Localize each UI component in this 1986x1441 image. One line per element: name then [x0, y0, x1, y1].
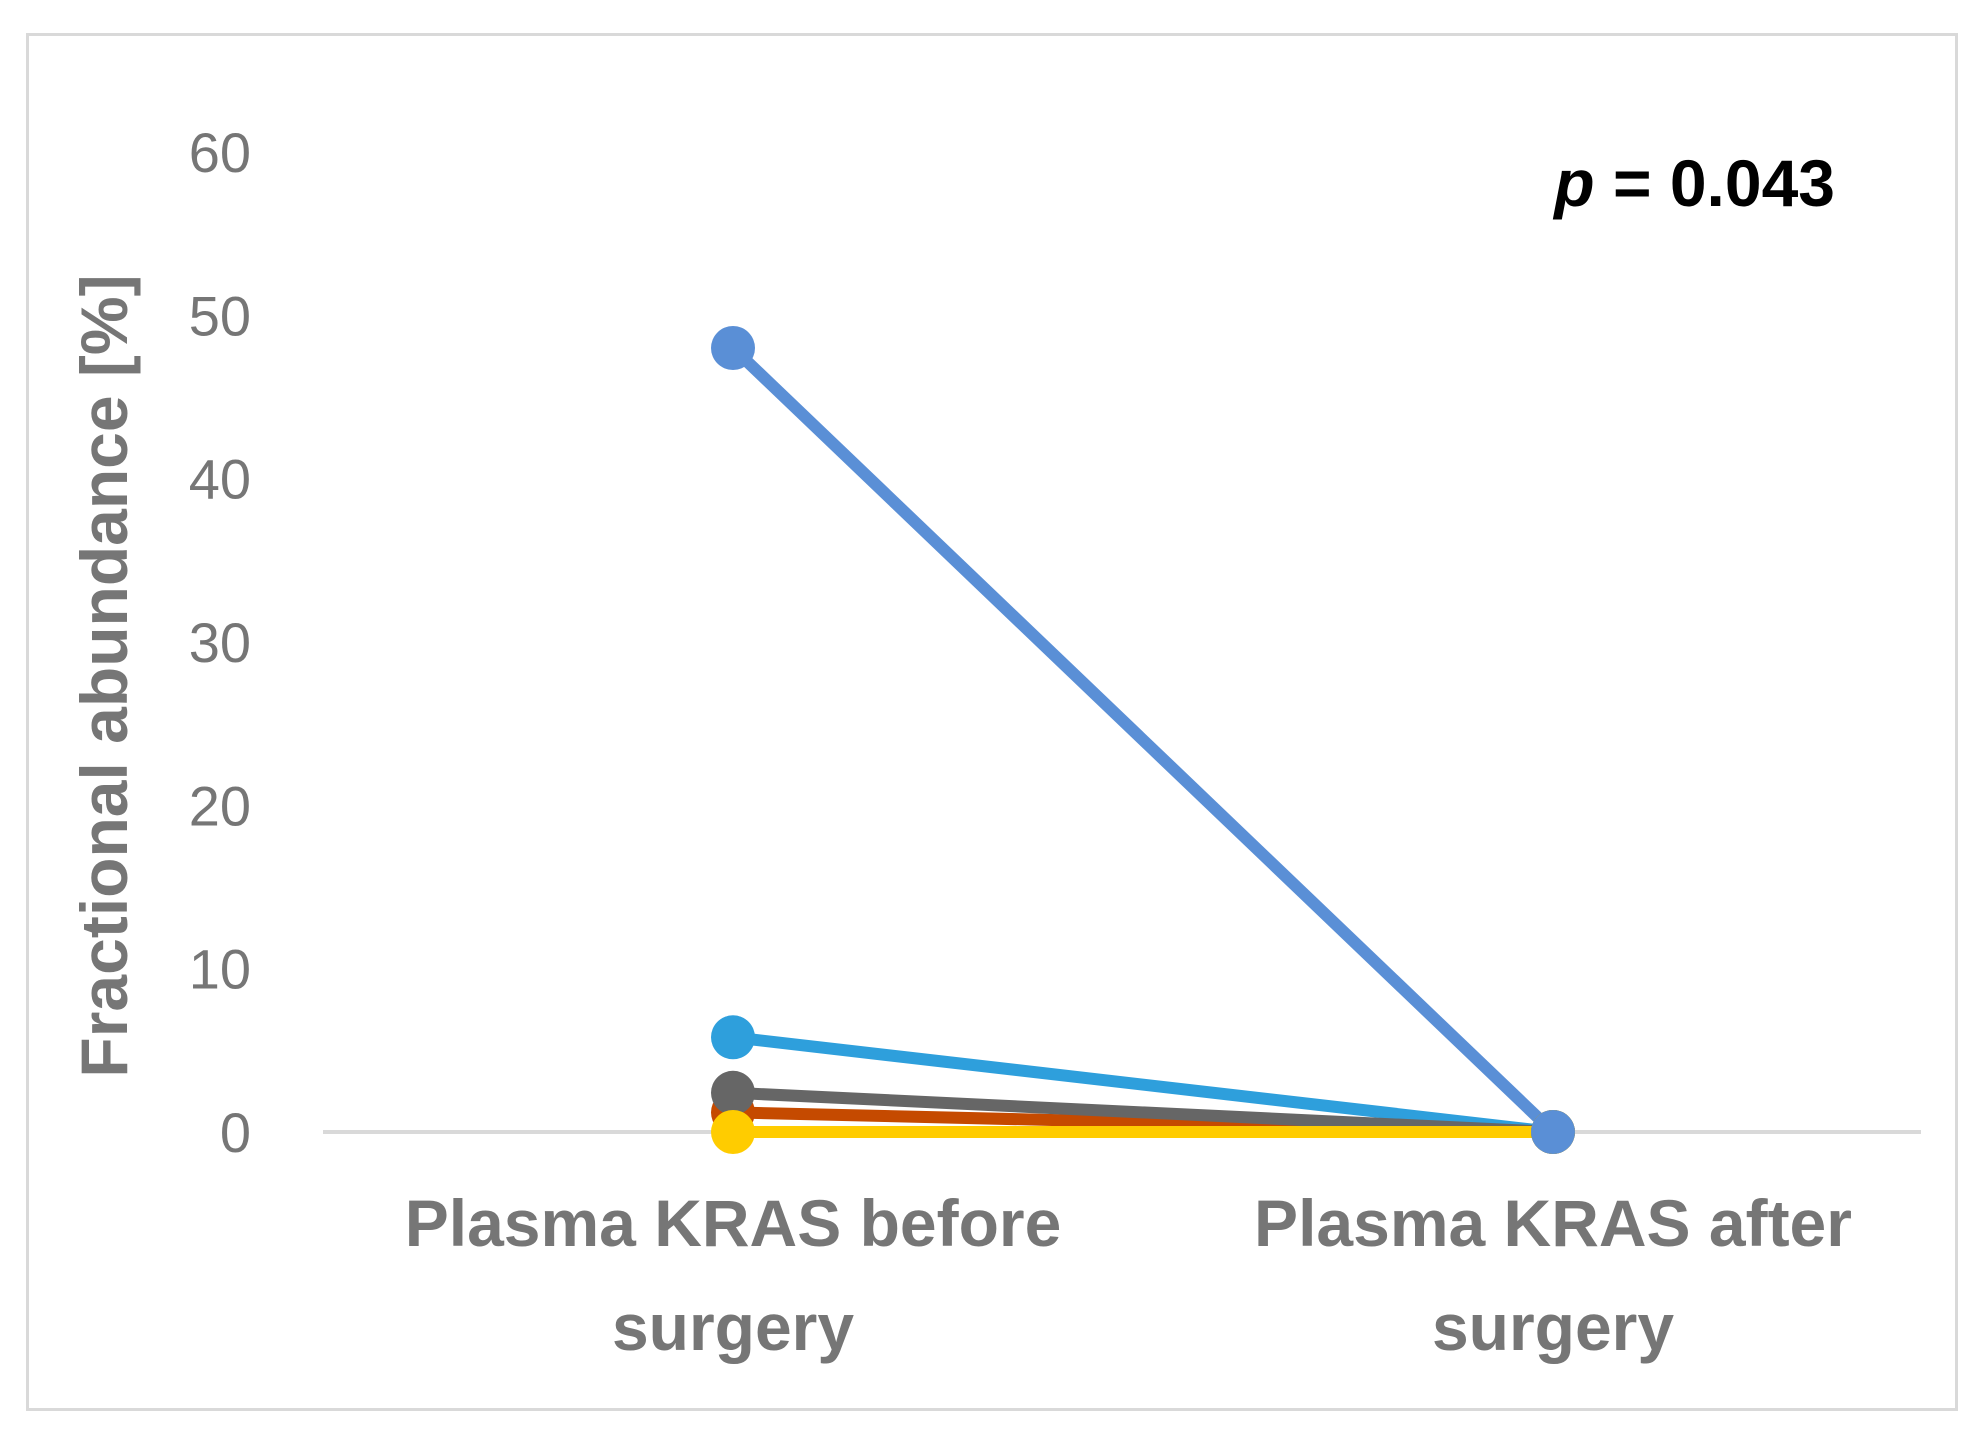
x-category-label-1-line-1: Plasma KRAS before: [405, 1186, 1062, 1260]
series-5-point-1: [711, 326, 755, 370]
y-tick-label-10: 10: [189, 938, 251, 1001]
y-axis-ticks: 0 10 20 30 40 50 60: [189, 121, 251, 1164]
chart-frame: 0 10 20 30 40 50 60 Plasma KRAS before surgery P…: [26, 33, 1958, 1411]
y-tick-label-30: 30: [189, 611, 251, 674]
x-category-label-2-line-1: Plasma KRAS after: [1254, 1186, 1852, 1260]
series-lines: [733, 348, 1553, 1132]
y-tick-label-40: 40: [189, 448, 251, 511]
y-axis-title: Fractional abundance [%]: [67, 274, 141, 1077]
x-category-label-2-line-2: surgery: [1432, 1290, 1674, 1364]
series-3-point-1: [711, 1071, 755, 1115]
p-value-text: = 0.043: [1595, 146, 1835, 220]
y-tick-label-0: 0: [220, 1101, 251, 1164]
series-4-point-1: [711, 1110, 755, 1154]
series-line-5: [733, 348, 1553, 1132]
x-category-label-2: Plasma KRAS after surgery: [1254, 1186, 1852, 1364]
y-tick-label-50: 50: [189, 284, 251, 347]
y-tick-label-60: 60: [189, 121, 251, 184]
series-5-point-2: [1531, 1110, 1575, 1154]
p-value-italic: p: [1552, 146, 1594, 220]
y-tick-label-20: 20: [189, 774, 251, 837]
x-category-label-1-line-2: surgery: [612, 1290, 854, 1364]
p-value-annotation: p = 0.043: [1552, 146, 1835, 220]
x-category-label-1: Plasma KRAS before surgery: [405, 1186, 1062, 1364]
series-1-point-1: [711, 1015, 755, 1059]
